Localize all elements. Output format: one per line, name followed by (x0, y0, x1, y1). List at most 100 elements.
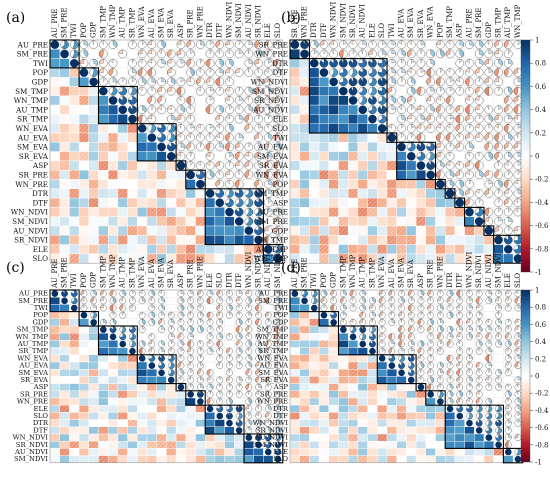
negative-hatch (299, 390, 310, 398)
row-label: WN_EVA (16, 124, 49, 133)
heatmap-cell (214, 419, 225, 428)
heatmap-cell (69, 419, 80, 428)
heatmap-cell (78, 369, 89, 377)
negative-hatch (406, 188, 417, 199)
heatmap-cell (107, 448, 119, 456)
heatmap-cell (289, 104, 300, 115)
heatmap-cell (69, 179, 80, 190)
heatmap-cell (318, 426, 330, 435)
pie-glyph (147, 68, 152, 77)
negative-hatch (156, 448, 167, 456)
negative-hatch (290, 390, 300, 398)
negative-hatch (59, 105, 70, 115)
negative-hatch (195, 253, 206, 264)
column-label: DTF (320, 23, 328, 38)
negative-hatch (166, 455, 177, 463)
negative-hatch (319, 253, 329, 264)
heatmap-cell (338, 412, 349, 420)
pie-glyph (119, 340, 127, 348)
negative-hatch (195, 455, 206, 463)
negative-hatch (137, 244, 147, 254)
pie-glyph (495, 419, 502, 427)
heatmap-cell (127, 318, 138, 327)
negative-hatch (328, 340, 339, 348)
negative-hatch (338, 369, 349, 377)
negative-hatch (69, 235, 80, 245)
row-labels: AU_PRESM_PRETWIPOPGDPSM_TMPWN_TMPAU_TMPS… (11, 40, 49, 263)
pie-glyph (258, 124, 263, 129)
heatmap-cell (175, 390, 187, 399)
heatmap-cell (204, 419, 216, 428)
heatmap-cell (137, 441, 148, 449)
heatmap-cell (396, 433, 407, 442)
negative-hatch (127, 412, 138, 420)
pie-glyph (244, 124, 249, 131)
row-label: SR_TMP (17, 115, 48, 124)
heatmap-cell (445, 412, 456, 420)
pie-glyph (234, 161, 240, 166)
negative-hatch (299, 151, 310, 161)
pie-glyph (504, 40, 509, 48)
pie-glyph (436, 96, 441, 101)
negative-hatch (108, 198, 118, 208)
heatmap-cell (166, 412, 177, 420)
negative-hatch (377, 235, 387, 245)
negative-hatch (319, 354, 329, 362)
heatmap-cell (406, 419, 417, 428)
heatmap-cell (214, 455, 225, 464)
pie-glyph (235, 198, 244, 207)
heatmap-cell (338, 95, 349, 106)
heatmap-cell (98, 369, 109, 377)
heatmap-cell (299, 419, 310, 428)
pie-glyph (100, 40, 104, 46)
negative-hatch (50, 369, 60, 377)
negative-hatch (108, 142, 118, 152)
negative-hatch (319, 235, 329, 245)
negative-hatch (88, 253, 99, 264)
negative-hatch (59, 441, 70, 449)
pie-glyph (167, 49, 172, 58)
heatmap-cell (214, 151, 225, 162)
pie-glyph (254, 59, 259, 65)
pie-glyph (197, 161, 201, 166)
negative-hatch (290, 362, 300, 370)
heatmap-cell (69, 369, 80, 377)
pie-glyph (226, 419, 233, 427)
negative-hatch (127, 198, 138, 208)
heatmap-cell (146, 142, 157, 152)
pie-glyph (268, 133, 273, 140)
heatmap-cell (49, 390, 60, 399)
heatmap-cell (204, 244, 216, 255)
heatmap-cell (357, 188, 368, 199)
negative-hatch (357, 244, 368, 254)
pie-glyph (168, 124, 176, 133)
negative-hatch (367, 198, 378, 208)
row-label: DTF (272, 68, 288, 77)
negative-hatch (367, 179, 378, 189)
negative-hatch (387, 226, 397, 236)
negative-hatch (290, 398, 300, 406)
heatmap-cell (117, 132, 128, 143)
pie-glyph (209, 170, 215, 179)
pie-glyph (268, 59, 273, 64)
pie-glyph (171, 114, 176, 121)
negative-hatch (425, 179, 436, 189)
heatmap-cell (234, 58, 245, 69)
negative-hatch (176, 235, 186, 245)
row-label: SLO (32, 254, 48, 263)
heatmap-cell (204, 225, 216, 236)
heatmap-cell (59, 354, 70, 363)
pie-glyph (498, 59, 503, 66)
pie-glyph (234, 152, 240, 160)
negative-hatch (69, 333, 80, 341)
column-label: SR_PRE (187, 9, 195, 38)
heatmap-cell (289, 433, 300, 442)
negative-hatch (416, 244, 426, 254)
heatmap-cell (328, 151, 339, 162)
pie-glyph (177, 383, 185, 391)
heatmap-cell (49, 441, 60, 449)
pie-glyph (407, 68, 412, 73)
negative-hatch (319, 188, 329, 199)
negative-hatch (117, 216, 128, 226)
heatmap-cell (78, 397, 89, 406)
